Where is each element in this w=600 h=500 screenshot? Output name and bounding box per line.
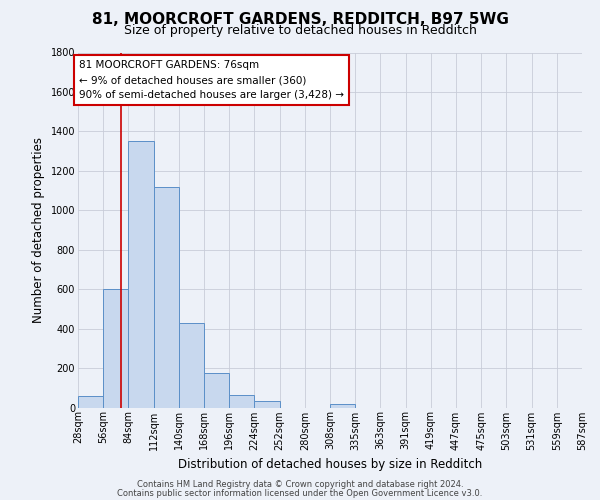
Text: 81, MOORCROFT GARDENS, REDDITCH, B97 5WG: 81, MOORCROFT GARDENS, REDDITCH, B97 5WG (92, 12, 508, 26)
Bar (330, 404, 355, 407)
Bar (179, 322, 204, 408)
Bar (204, 373, 229, 408)
Bar (103, 289, 128, 408)
X-axis label: Distribution of detached houses by size in Redditch: Distribution of detached houses by size … (178, 458, 482, 471)
Text: Contains HM Land Registry data © Crown copyright and database right 2024.: Contains HM Land Registry data © Crown c… (137, 480, 463, 489)
Bar (128, 141, 154, 407)
Bar (229, 394, 254, 407)
Text: 81 MOORCROFT GARDENS: 76sqm
← 9% of detached houses are smaller (360)
90% of sem: 81 MOORCROFT GARDENS: 76sqm ← 9% of deta… (79, 60, 344, 100)
Bar (254, 400, 280, 407)
Text: Size of property relative to detached houses in Redditch: Size of property relative to detached ho… (124, 24, 476, 37)
Y-axis label: Number of detached properties: Number of detached properties (32, 137, 45, 323)
Bar (154, 186, 179, 408)
Text: Contains public sector information licensed under the Open Government Licence v3: Contains public sector information licen… (118, 488, 482, 498)
Bar (78, 396, 103, 407)
